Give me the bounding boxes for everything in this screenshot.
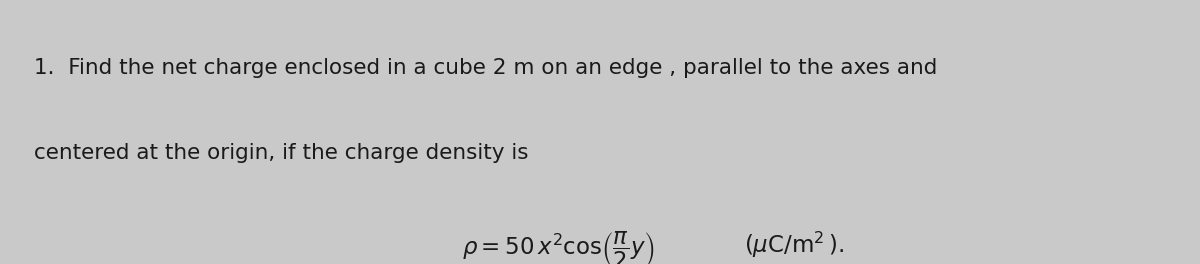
Text: 1.  Find the net charge enclosed in a cube 2 m on an edge , parallel to the axes: 1. Find the net charge enclosed in a cub…	[34, 58, 937, 78]
Text: $(\mu\mathrm{C}/\mathrm{m}^2\,).$: $(\mu\mathrm{C}/\mathrm{m}^2\,).$	[744, 230, 844, 260]
Text: centered at the origin, if the charge density is: centered at the origin, if the charge de…	[34, 143, 528, 163]
Text: $\rho = 50\, x^2 \cos \!\left( \dfrac{\pi}{2} y \right)$: $\rho = 50\, x^2 \cos \!\left( \dfrac{\p…	[462, 230, 655, 264]
